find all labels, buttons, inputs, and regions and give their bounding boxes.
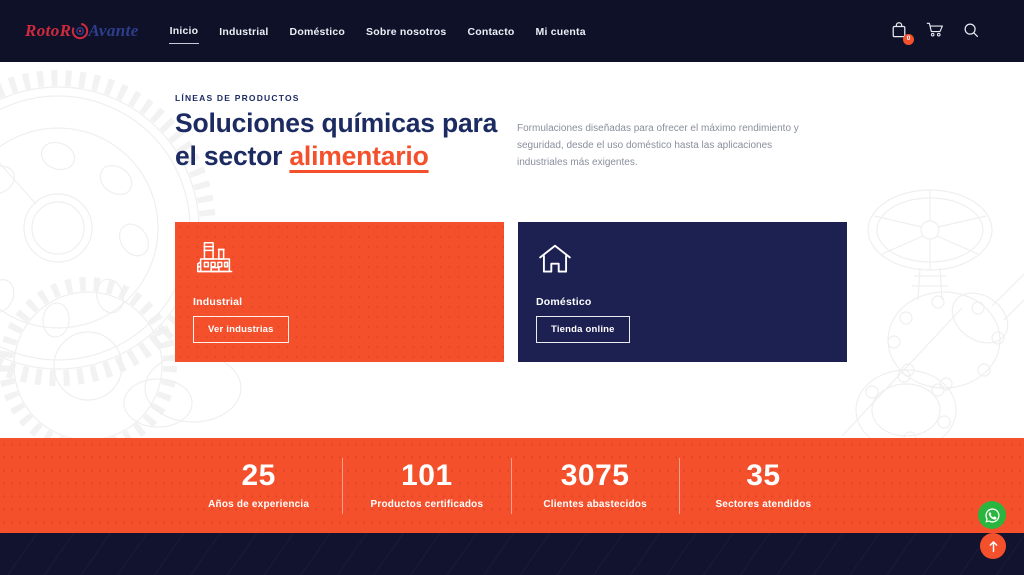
tienda-online-button[interactable]: Tienda online: [536, 316, 630, 343]
search-icon: [963, 22, 979, 41]
bag-icon: [891, 21, 907, 42]
nav-item-domestico[interactable]: Doméstico: [289, 25, 346, 38]
stats-row: 25 Años de experiencia 101 Productos cer…: [175, 438, 847, 533]
stat-value: 101: [401, 459, 453, 492]
stats-band: 25 Años de experiencia 101 Productos cer…: [0, 438, 1024, 533]
stat-label: Productos certificados: [370, 499, 484, 510]
stat-products: 101 Productos certificados: [343, 459, 510, 511]
stat-label: Sectores atendidos: [715, 499, 812, 510]
stat-experience: 25 Años de experiencia: [175, 459, 342, 511]
title-line-2: el sector alimentario: [175, 140, 527, 173]
cart-icon: [926, 21, 944, 41]
stat-value: 35: [746, 459, 781, 492]
footer-strip: [0, 533, 1024, 575]
top-header: RotoR Avante Inicio Industrial Doméstico…: [0, 0, 1024, 62]
ver-industrias-button[interactable]: Ver industrias: [193, 316, 289, 343]
logo-text-avante: Avante: [88, 21, 139, 40]
title-line-1: Soluciones químicas para: [175, 108, 498, 138]
stat-clients: 3075 Clientes abastecidos: [512, 459, 679, 511]
product-line-cards: Industrial Ver industrias Doméstico Tien…: [175, 222, 847, 362]
stat-value: 3075: [560, 459, 630, 492]
stat-divider: [510, 457, 512, 514]
stat-divider: [342, 457, 344, 514]
nav-item-sobre-nosotros[interactable]: Sobre nosotros: [366, 25, 447, 38]
cart-button[interactable]: [924, 20, 946, 42]
bag-button[interactable]: 0: [888, 20, 914, 45]
stat-divider: [678, 457, 680, 514]
nav-item-inicio[interactable]: Inicio: [168, 18, 200, 44]
logo[interactable]: RotoR Avante: [25, 21, 139, 41]
header-icons: 0: [888, 20, 982, 45]
section-eyebrow: LÍNEAS DE PRODUCTOS: [175, 93, 300, 103]
stat-label: Años de experiencia: [208, 499, 310, 510]
title-highlight-link[interactable]: alimentario: [289, 141, 429, 172]
page-title: Soluciones químicas para el sector alime…: [175, 107, 527, 173]
nav-item-contacto[interactable]: Contacto: [467, 25, 515, 38]
whatsapp-button[interactable]: [978, 501, 1006, 529]
main-nav: Inicio Industrial Doméstico Sobre nosotr…: [168, 18, 587, 44]
factory-icon: [192, 237, 238, 288]
logo-gear-icon: [70, 21, 90, 41]
card-domestico: Doméstico Tienda online: [518, 222, 847, 362]
hero-description: Formulaciones diseñadas para ofrecer el …: [517, 123, 799, 169]
scroll-top-button[interactable]: [980, 533, 1006, 559]
stat-label: Clientes abastecidos: [543, 499, 647, 510]
arrow-up-icon: [988, 540, 999, 553]
cart-badge: 0: [903, 34, 914, 45]
nav-item-mi-cuenta[interactable]: Mi cuenta: [535, 25, 586, 38]
card-industrial-label: Industrial: [193, 296, 243, 308]
whatsapp-icon: [984, 507, 1001, 524]
card-industrial: Industrial Ver industrias: [175, 222, 504, 362]
stat-sectors: 35 Sectores atendidos: [680, 459, 847, 511]
nav-item-industrial[interactable]: Industrial: [219, 25, 269, 38]
search-button[interactable]: [960, 20, 982, 42]
home-icon: [536, 241, 574, 284]
card-domestico-label: Doméstico: [536, 296, 592, 308]
title-line-2-prefix: el sector: [175, 141, 290, 172]
logo-text-rotor: RotoR: [25, 21, 72, 40]
valve-watermark: [842, 189, 1024, 440]
stat-value: 25: [241, 459, 276, 492]
